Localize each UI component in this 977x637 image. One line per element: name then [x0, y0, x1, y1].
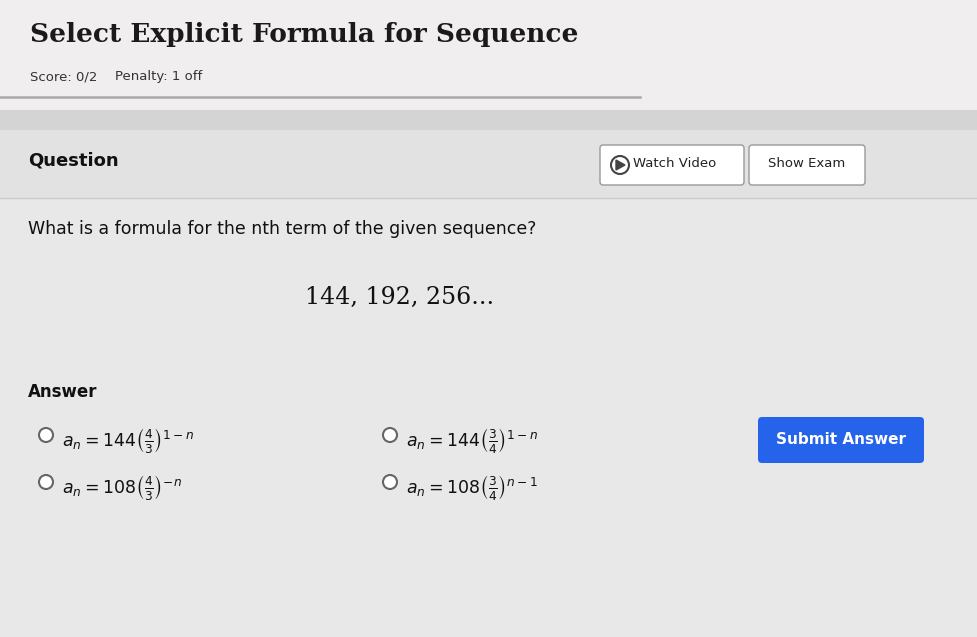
Text: What is a formula for the nth term of the given sequence?: What is a formula for the nth term of th…: [28, 220, 536, 238]
FancyBboxPatch shape: [600, 145, 744, 185]
Text: Question: Question: [28, 152, 118, 170]
FancyBboxPatch shape: [0, 110, 977, 130]
Text: Select Explicit Formula for Sequence: Select Explicit Formula for Sequence: [30, 22, 578, 47]
Text: $a_n = 108\left(\frac{3}{4}\right)^{n-1}$: $a_n = 108\left(\frac{3}{4}\right)^{n-1}…: [406, 473, 538, 502]
Text: $a_n = 144\left(\frac{3}{4}\right)^{1-n}$: $a_n = 144\left(\frac{3}{4}\right)^{1-n}…: [406, 426, 538, 455]
Text: $a_n = 108\left(\frac{4}{3}\right)^{-n}$: $a_n = 108\left(\frac{4}{3}\right)^{-n}$: [62, 473, 182, 502]
FancyBboxPatch shape: [749, 145, 865, 185]
Circle shape: [611, 156, 629, 174]
Text: Show Exam: Show Exam: [768, 157, 846, 170]
Text: Submit Answer: Submit Answer: [776, 433, 906, 448]
Text: Score: 0/2: Score: 0/2: [30, 70, 98, 83]
Circle shape: [383, 475, 397, 489]
Text: $a_n = 144\left(\frac{4}{3}\right)^{1-n}$: $a_n = 144\left(\frac{4}{3}\right)^{1-n}…: [62, 426, 194, 455]
Circle shape: [383, 428, 397, 442]
Circle shape: [39, 475, 53, 489]
FancyBboxPatch shape: [0, 0, 977, 110]
Circle shape: [39, 428, 53, 442]
Text: 144, 192, 256...: 144, 192, 256...: [306, 286, 494, 309]
FancyBboxPatch shape: [758, 417, 924, 463]
FancyBboxPatch shape: [0, 130, 977, 637]
Text: Watch Video: Watch Video: [633, 157, 716, 170]
FancyBboxPatch shape: [0, 130, 977, 198]
Polygon shape: [616, 160, 625, 170]
Text: Answer: Answer: [28, 383, 98, 401]
Text: Penalty: 1 off: Penalty: 1 off: [115, 70, 202, 83]
